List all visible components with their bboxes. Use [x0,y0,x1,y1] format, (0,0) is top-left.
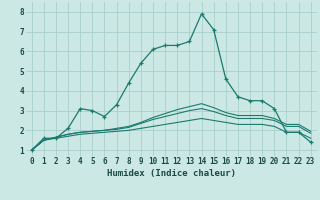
X-axis label: Humidex (Indice chaleur): Humidex (Indice chaleur) [107,169,236,178]
